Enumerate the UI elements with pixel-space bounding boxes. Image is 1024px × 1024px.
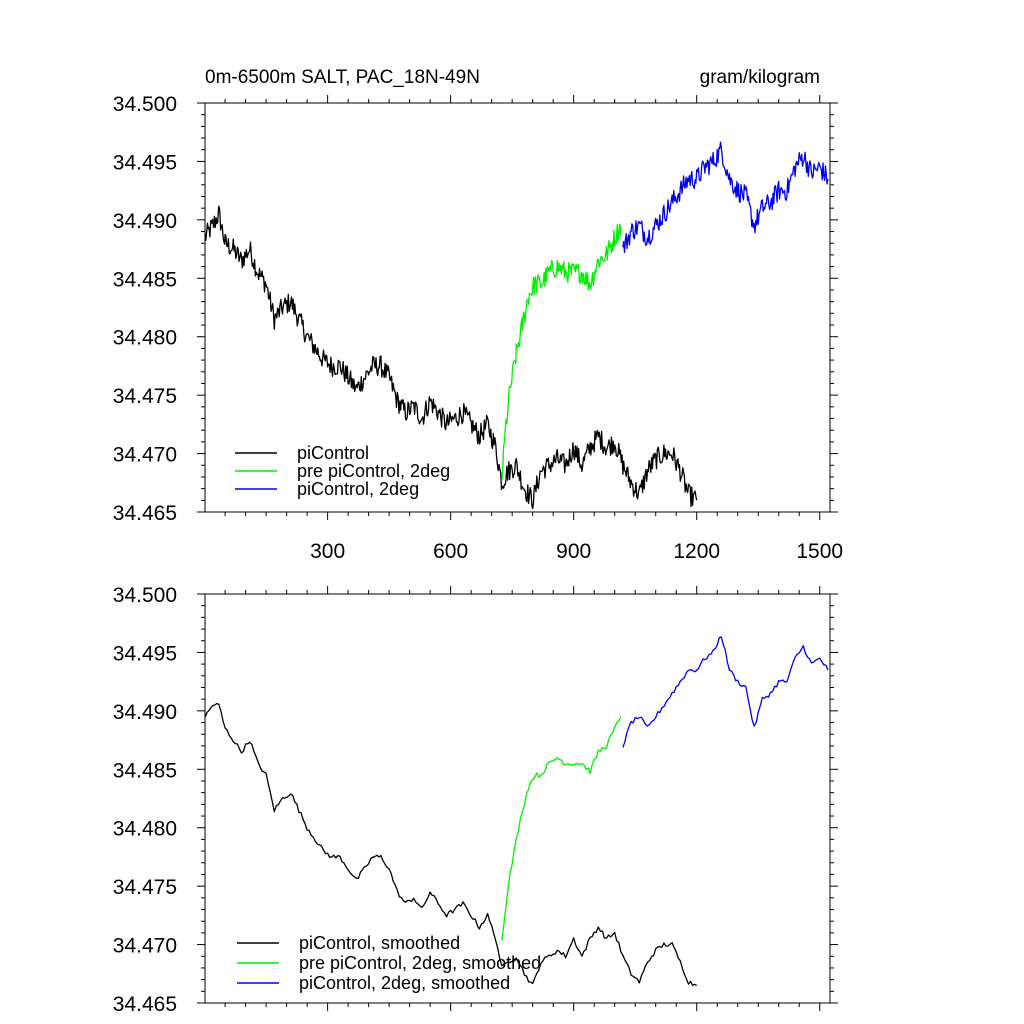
y-tick-label: 34.500 — [113, 93, 177, 116]
series-line-2 — [501, 223, 622, 481]
y-tick-label: 34.490 — [113, 701, 177, 724]
y-tick-label: 34.500 — [113, 584, 177, 607]
legend-label: piControl — [297, 443, 369, 463]
x-tick-label: 1500 — [796, 540, 843, 563]
y-tick-label: 34.475 — [113, 876, 177, 899]
legend-label: piControl, 2deg, smoothed — [299, 973, 510, 993]
series-line-2 — [501, 716, 622, 941]
x-tick-label: 600 — [433, 540, 468, 563]
y-tick-label: 34.475 — [113, 385, 177, 408]
series-line-1 — [204, 702, 698, 987]
series-line-1 — [204, 205, 698, 510]
y-tick-label: 34.485 — [113, 268, 177, 291]
legend-label: pre piControl, 2deg, smoothed — [299, 953, 541, 973]
series-line-3 — [622, 636, 829, 748]
y-tick-label: 34.470 — [113, 444, 177, 467]
y-tick-label: 34.465 — [113, 993, 177, 1016]
chart-panel-1: 34.465 34.470 34.475 34.480 34.485 34.490 34.4… — [113, 67, 843, 563]
y-tick-label: 34.485 — [113, 759, 177, 782]
chart-title: 0m-6500m SALT, PAC_18N-49N — [205, 67, 480, 88]
plot-frame — [204, 102, 831, 513]
chart-panel-2: 34.465 34.470 34.475 34.480 34.485 34.490 34.4… — [113, 584, 838, 1016]
plot-frame — [204, 593, 831, 1004]
y-tick-label: 34.495 — [113, 151, 177, 174]
y-tick-label: 34.470 — [113, 935, 177, 958]
x-tick-label: 1200 — [673, 540, 720, 563]
legend-label: piControl, smoothed — [299, 933, 460, 953]
units-label: gram/kilogram — [700, 67, 820, 88]
y-tick-label: 34.495 — [113, 642, 177, 665]
x-tick-label: 900 — [556, 540, 591, 563]
legend-label: piControl, 2deg — [297, 479, 419, 499]
x-tick-label: 300 — [310, 540, 345, 563]
y-tick-label: 34.480 — [113, 818, 177, 841]
y-tick-label: 34.490 — [113, 210, 177, 233]
y-tick-label: 34.480 — [113, 327, 177, 350]
series-line-3 — [622, 141, 829, 254]
y-tick-label: 34.465 — [113, 502, 177, 525]
legend-label: pre piControl, 2deg — [297, 461, 450, 481]
